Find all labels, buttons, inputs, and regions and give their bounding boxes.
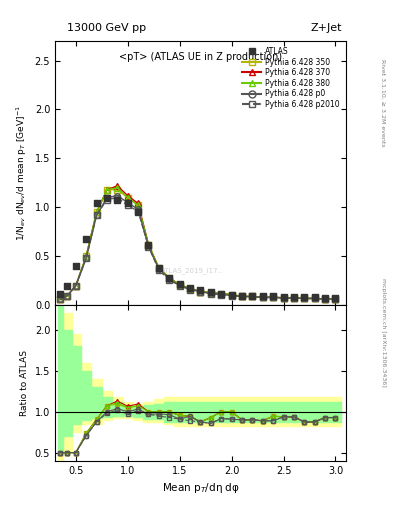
Y-axis label: Ratio to ATLAS: Ratio to ATLAS bbox=[20, 350, 29, 416]
Point bbox=[64, 282, 71, 290]
Point bbox=[125, 199, 131, 207]
Point bbox=[187, 284, 193, 292]
Point bbox=[166, 274, 173, 282]
Point bbox=[322, 294, 328, 303]
Point bbox=[176, 280, 183, 288]
Point bbox=[208, 288, 214, 296]
Point bbox=[57, 289, 63, 297]
Point bbox=[104, 194, 110, 202]
Text: mcplots.cern.ch [arXiv:1306.3436]: mcplots.cern.ch [arXiv:1306.3436] bbox=[381, 279, 386, 387]
Point bbox=[301, 293, 307, 302]
Point bbox=[156, 264, 162, 272]
Point bbox=[260, 292, 266, 301]
Point bbox=[218, 289, 224, 297]
Point bbox=[73, 262, 79, 270]
Point bbox=[312, 293, 318, 302]
Point bbox=[114, 196, 121, 204]
Point bbox=[135, 208, 141, 217]
Point bbox=[228, 290, 235, 298]
Point bbox=[239, 291, 245, 300]
Point bbox=[280, 293, 286, 302]
Legend: ATLAS, Pythia 6.428 350, Pythia 6.428 370, Pythia 6.428 380, Pythia 6.428 p0, Py: ATLAS, Pythia 6.428 350, Pythia 6.428 37… bbox=[240, 45, 342, 111]
Text: Rivet 3.1.10, ≥ 3.2M events: Rivet 3.1.10, ≥ 3.2M events bbox=[381, 58, 386, 146]
Point bbox=[291, 293, 297, 302]
Y-axis label: 1/N$_{ev}$ dN$_{ev}$/d mean p$_T$ [GeV]$^{-1}$: 1/N$_{ev}$ dN$_{ev}$/d mean p$_T$ [GeV]$… bbox=[15, 105, 29, 241]
Point bbox=[145, 241, 152, 249]
Text: ATLAS_2019_I17..: ATLAS_2019_I17.. bbox=[161, 267, 223, 273]
Point bbox=[332, 294, 339, 303]
Point bbox=[270, 292, 276, 301]
Point bbox=[249, 291, 255, 300]
Point bbox=[94, 199, 100, 207]
Text: <pT> (ATLAS UE in Z production): <pT> (ATLAS UE in Z production) bbox=[119, 52, 282, 61]
X-axis label: Mean p$_T$/dη dφ: Mean p$_T$/dη dφ bbox=[162, 481, 239, 495]
Text: Z+Jet: Z+Jet bbox=[310, 23, 342, 33]
Point bbox=[83, 234, 89, 243]
Text: 13000 GeV pp: 13000 GeV pp bbox=[67, 23, 146, 33]
Point bbox=[197, 286, 204, 294]
